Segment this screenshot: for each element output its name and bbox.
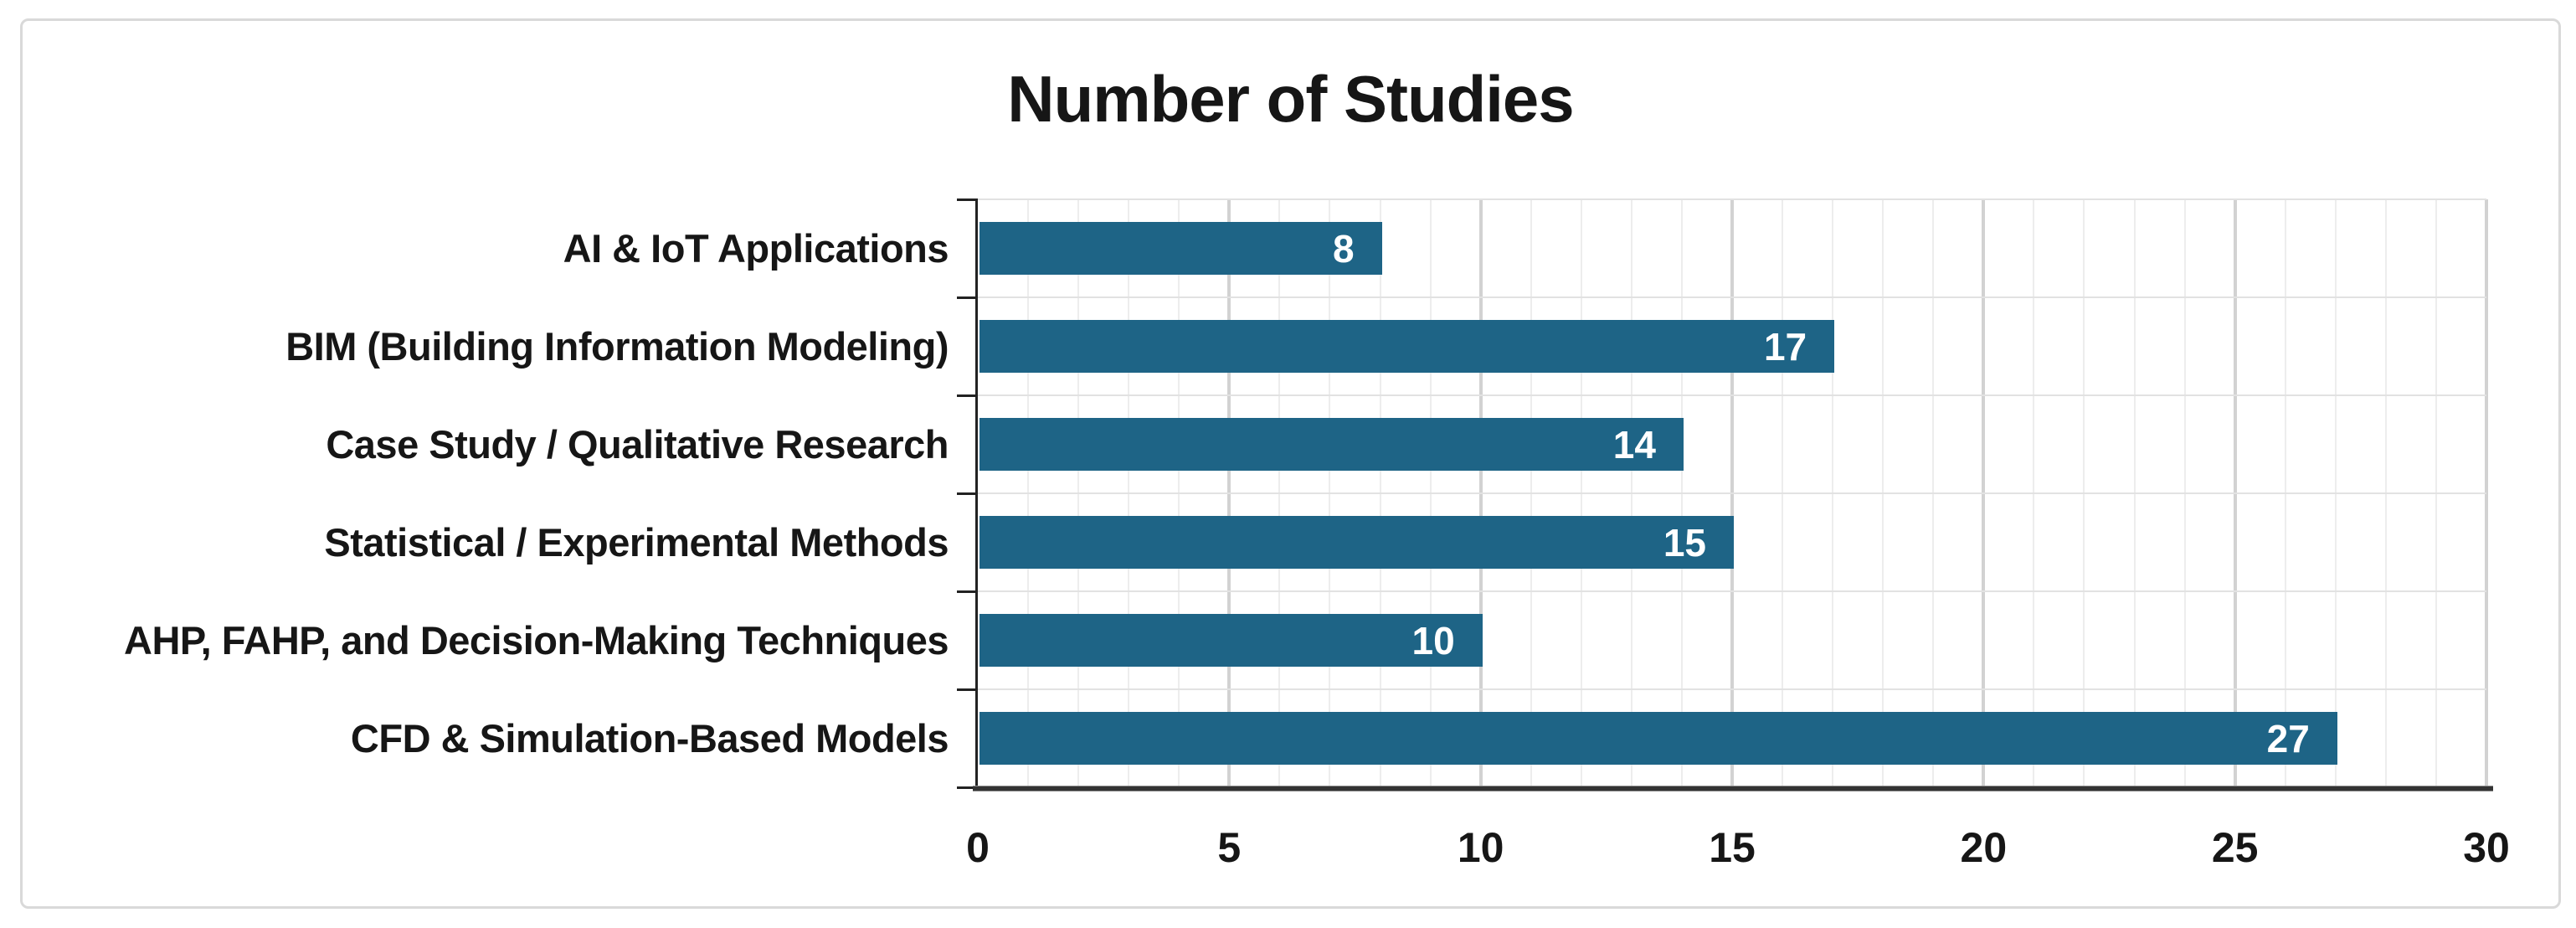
gridline-row [978,492,2486,494]
bar-data-label: 27 [2266,716,2310,760]
bar-data-label: 8 [1332,226,1355,271]
gridline-major [2485,199,2488,787]
x-axis-tick-label: 25 [2211,824,2259,871]
y-axis-tick [957,590,978,593]
bar: 15 [979,516,1734,569]
y-axis-tick [957,492,978,495]
category-label: Statistical / Experimental Methods [324,520,949,565]
category-row: Case Study / Qualitative Research 14 [326,395,2486,493]
gridline-row [978,590,2486,592]
gridline-row [978,296,2486,298]
y-axis-tick [957,296,978,299]
category-row: AI & IoT Applications 8 [563,199,2486,297]
x-axis-tick-label: 15 [1709,824,1756,871]
gridline-row [978,394,2486,396]
bar-data-label: 15 [1663,520,1706,565]
y-axis-tick [957,394,978,397]
bar: 17 [979,320,1835,373]
y-axis-tick [957,786,978,789]
x-axis-line [973,786,2493,791]
x-axis-tick-label: 5 [1217,824,1242,871]
bar: 10 [979,614,1483,667]
x-axis-tick-label: 10 [1457,824,1504,871]
bar-data-label: 17 [1763,324,1807,369]
chart-frame: Number of Studies AI & IoT Applications 8… [20,18,2561,909]
bar-data-label: 10 [1411,618,1455,662]
category-row: AHP, FAHP, and Decision-Making Technique… [124,591,2486,689]
plot-area: AI & IoT Applications 8 BIM (Building Info… [124,198,2510,871]
x-axis-tick-label: 20 [1960,824,2008,871]
gridline-row [978,688,2486,690]
x-axis-tick-label: 0 [966,824,990,871]
category-row: Statistical / Experimental Methods 15 [324,493,2486,591]
y-axis-tick [957,198,978,201]
category-label: CFD & Simulation-Based Models [350,716,949,760]
category-label: Case Study / Qualitative Research [326,422,949,467]
category-label: AHP, FAHP, and Decision-Making Technique… [124,618,949,662]
bar: 27 [979,712,2337,765]
chart-title: Number of Studies [1007,62,1574,136]
bar: 14 [979,418,1684,471]
y-axis-tick [957,688,978,691]
category-label: AI & IoT Applications [563,226,949,271]
category-row: CFD & Simulation-Based Models 27 [351,689,2486,787]
gridline-row [978,198,2486,200]
x-axis-tick-label: 30 [2463,824,2510,871]
bar-data-label: 14 [1612,422,1656,467]
category-row: BIM (Building Information Modeling) 17 [285,297,2486,395]
bar: 8 [979,222,1382,275]
category-label: BIM (Building Information Modeling) [285,324,949,369]
